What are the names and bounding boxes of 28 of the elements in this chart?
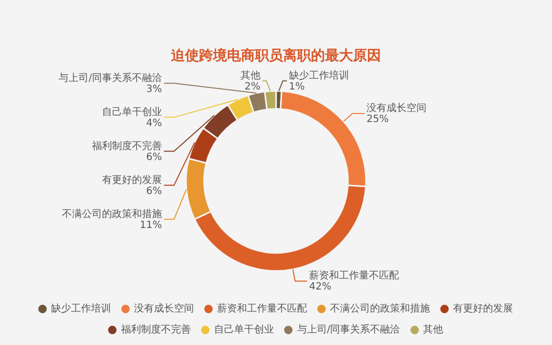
data-label: 2% xyxy=(244,81,260,92)
legend-label: 福利制度不完善 xyxy=(120,324,191,336)
slice-label: 自己单干创业 xyxy=(102,106,162,118)
legend-label: 薪资和工作量不匹配 xyxy=(217,302,307,315)
slice-label: 没有成长空间 xyxy=(366,102,427,114)
legend-label: 自己单干创业 xyxy=(214,324,274,336)
slice-label: 福利制度不完善 xyxy=(92,140,162,152)
data-label: 3% xyxy=(146,84,162,95)
legend-label: 有更好的发展 xyxy=(453,302,513,315)
data-label: 6% xyxy=(146,186,162,197)
data-label: 1% xyxy=(288,81,305,92)
legend-label: 与上司/同事关系不融洽 xyxy=(296,324,400,336)
slice-label: 薪资和工作量不匹配 xyxy=(309,270,400,282)
data-label: 11% xyxy=(140,220,162,231)
legend-label: 不满公司的政策和措施 xyxy=(330,302,430,315)
data-label: 4% xyxy=(146,118,162,129)
chart-title: 迫使跨境电商职员离职的最大原因 xyxy=(170,47,381,64)
legend-label: 没有成长空间 xyxy=(134,302,194,315)
legend-label: 缺少工作培训 xyxy=(51,302,111,315)
slice-label: 有更好的发展 xyxy=(102,174,162,186)
data-label: 42% xyxy=(309,282,332,293)
slice-label: 与上司/同事关系不融洽 xyxy=(58,72,162,84)
legend-label: 其他 xyxy=(423,324,444,336)
slice-label: 缺少工作培训 xyxy=(288,69,349,82)
data-label: 25% xyxy=(366,114,389,126)
slice-label: 其他 xyxy=(240,69,260,82)
data-label: 6% xyxy=(146,152,162,163)
slice-label: 不满公司的政策和措施 xyxy=(62,208,162,220)
